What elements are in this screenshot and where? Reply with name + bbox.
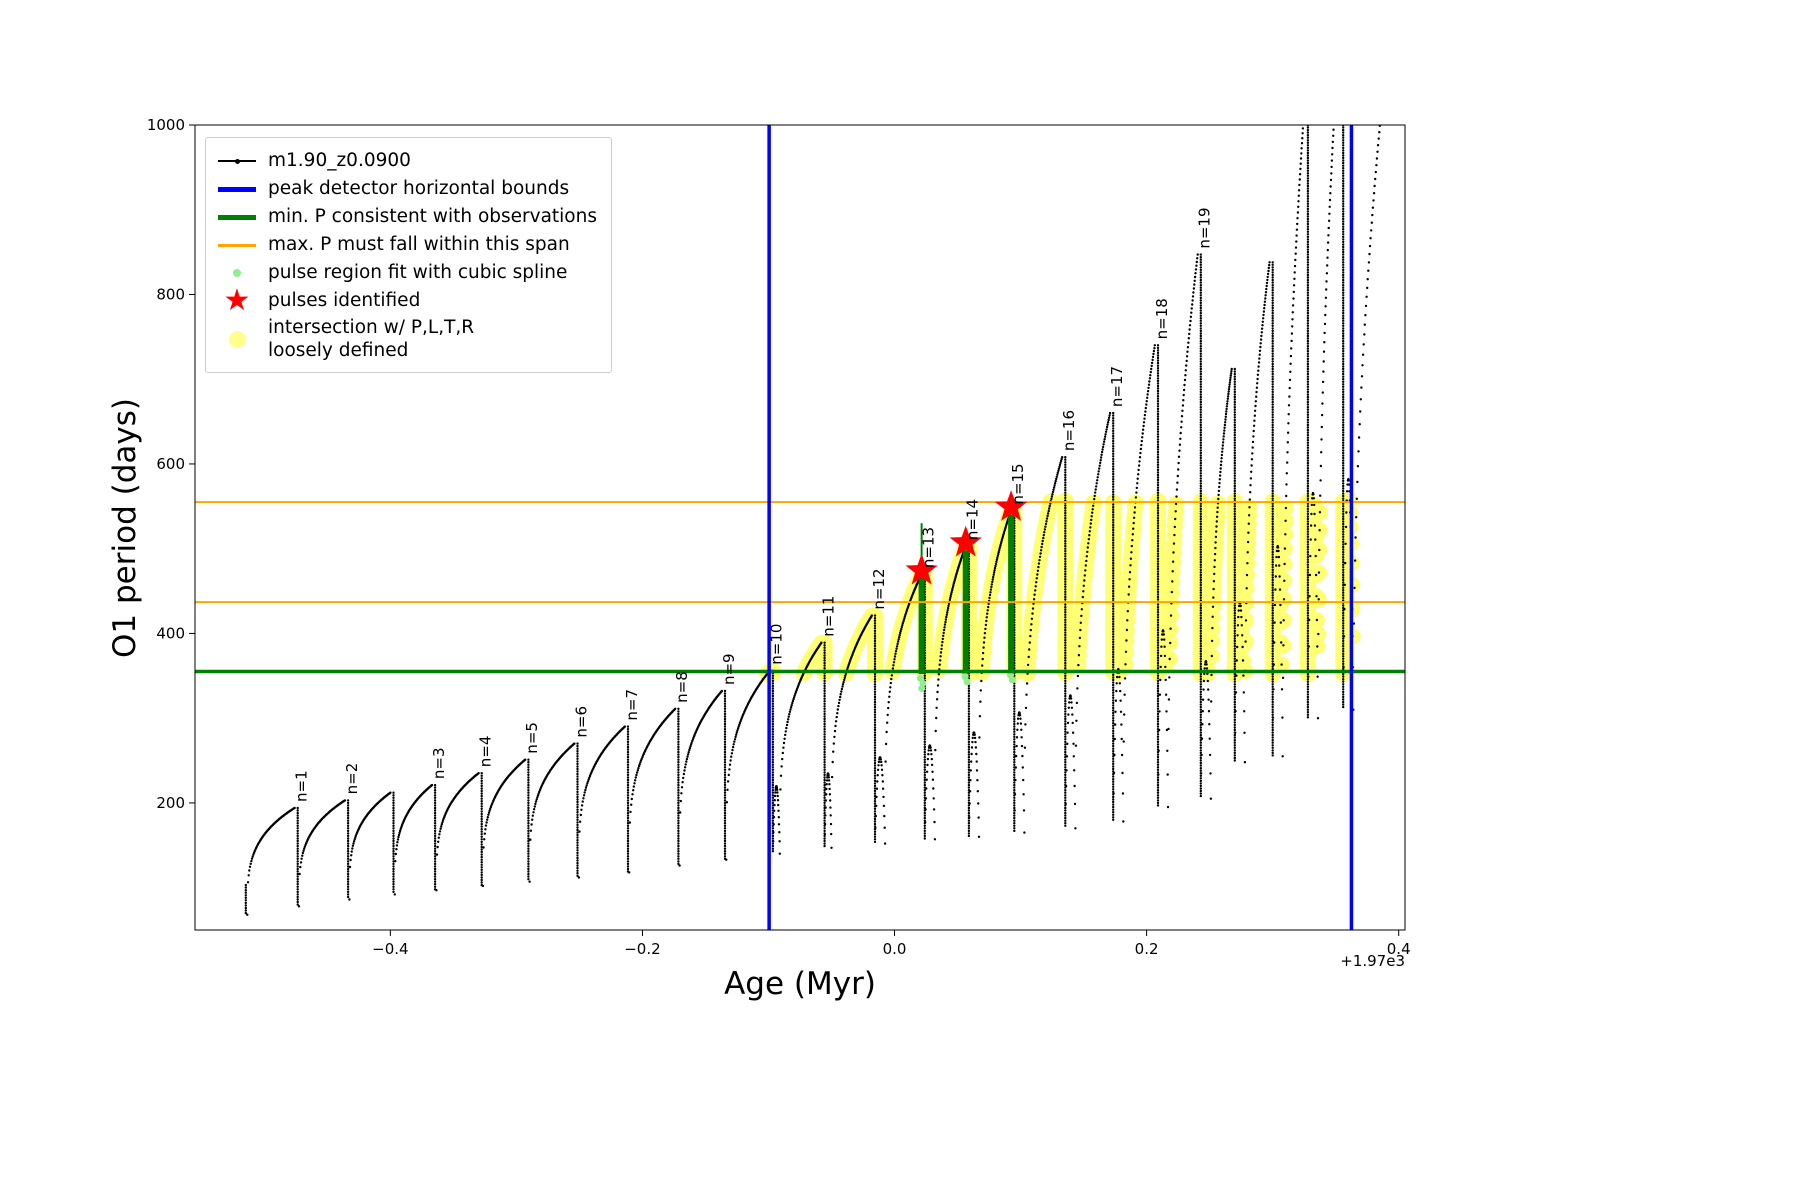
pulse-label: n=6 (572, 706, 590, 738)
x-tick-label: 0.2 (1135, 940, 1159, 958)
period-track (244, 125, 1382, 916)
spline-fit-dot (918, 685, 926, 692)
pulse-label: n=5 (523, 722, 541, 754)
x-tick-label: −0.2 (624, 940, 660, 958)
line-swatch-icon (216, 204, 258, 230)
dot-icon (216, 326, 258, 352)
pulse-label: n=3 (430, 747, 448, 779)
line-swatch-icon (216, 232, 258, 258)
pulse-label: n=12 (870, 568, 888, 609)
legend-item-label: peak detector horizontal bounds (268, 178, 570, 200)
x-axis-offset-label: +1.97e3 (1340, 952, 1405, 970)
pulse-label: n=13 (920, 527, 938, 568)
legend-item-pulses-identified: ★ pulses identified (216, 283, 597, 318)
pulse-label: n=8 (673, 671, 691, 703)
pulse-label: n=14 (964, 499, 982, 540)
legend-item-peak-bounds: peak detector horizontal bounds (216, 176, 597, 202)
pulse-label: n=16 (1060, 410, 1078, 451)
legend-item-intersection: intersection w/ P,L,T,R loosely defined (216, 316, 597, 362)
legend-item-pulse-region: pulse region fit with cubic spline (216, 260, 597, 286)
pulse-identified-star (995, 490, 1028, 521)
axes-frame (194, 124, 1406, 931)
pulse-identified-star (905, 553, 938, 585)
pulse-identified-star (949, 525, 982, 557)
x-axis-label: Age (Myr) (724, 966, 876, 1002)
legend-item-series: m1.90_z0.0900 (216, 148, 597, 174)
pulse-label: n=7 (623, 689, 641, 721)
line-swatch-icon (216, 176, 258, 202)
pulse-region-bar (918, 577, 925, 675)
x-tick-label: −0.4 (372, 940, 408, 958)
spline-fit-dot (963, 678, 971, 686)
y-tick-label: 600 (156, 455, 185, 473)
legend-item-label: pulse region fit with cubic spline (268, 262, 568, 284)
legend-item-label: min. P consistent with observations (268, 206, 597, 228)
y-tick-label: 400 (156, 624, 185, 642)
x-tick-label: 0.4 (1387, 940, 1411, 958)
pulse-label: n=2 (343, 763, 361, 795)
pulse-label: n=4 (477, 736, 495, 768)
pulse-region-bar (962, 550, 969, 675)
pulse-label: n=11 (819, 596, 837, 637)
dot-icon (216, 260, 258, 286)
pulse-label: n=19 (1196, 207, 1214, 248)
legend-item-label: max. P must fall within this span (268, 234, 570, 256)
pulse-label: n=15 (1009, 463, 1027, 504)
legend-item-max-p: max. P must fall within this span (216, 232, 597, 258)
spline-fit-dot (1008, 676, 1016, 684)
legend-item-min-p: min. P consistent with observations (216, 204, 597, 230)
y-tick-label: 800 (156, 285, 185, 303)
pulse-region-bar (1008, 514, 1015, 675)
x-tick-label: 0.0 (883, 940, 907, 958)
y-axis-label: O1 period (days) (107, 398, 143, 658)
pulse-label: n=10 (768, 624, 786, 665)
y-tick-label: 200 (156, 794, 185, 812)
star-icon: ★ (223, 283, 251, 318)
legend-item-label: m1.90_z0.0900 (268, 150, 411, 172)
line-swatch-icon (216, 148, 258, 174)
pulse-region-spike (920, 523, 923, 578)
pulse-label: n=9 (720, 653, 738, 685)
y-tick-label: 1000 (147, 116, 185, 134)
pulse-label: n=17 (1108, 366, 1126, 407)
pulse-label: n=1 (293, 770, 311, 802)
legend-item-label: pulses identified (268, 290, 421, 312)
pulse-label: n=18 (1153, 298, 1171, 339)
legend-item-label: intersection w/ P,L,T,R loosely defined (268, 317, 475, 362)
